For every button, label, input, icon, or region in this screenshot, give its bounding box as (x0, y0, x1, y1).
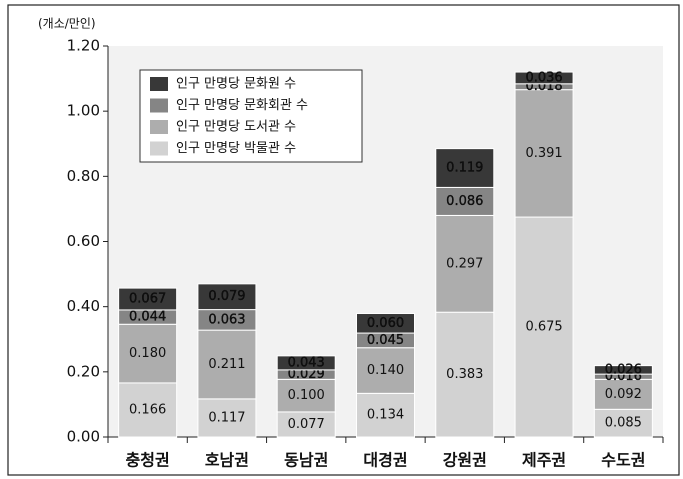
y-tick-label: 0.80 (67, 167, 100, 185)
value-label: 0.117 (208, 410, 245, 425)
value-label: 0.675 (525, 320, 562, 335)
value-label: 0.092 (605, 387, 642, 402)
legend-swatch (150, 141, 168, 156)
value-label: 0.045 (367, 333, 404, 348)
x-tick-label: 동남권 (284, 451, 328, 470)
bar-segment (435, 148, 495, 188)
value-label: 0.166 (129, 402, 166, 417)
legend-label: 인구 만명당 도서관 수 (176, 120, 296, 135)
y-tick-label: 0.20 (67, 362, 100, 380)
x-tick-label: 호남권 (205, 451, 249, 470)
bar-segment (435, 186, 495, 216)
y-tick-label: 0.40 (67, 297, 100, 315)
x-tick-label: 강원권 (443, 451, 487, 470)
value-label: 0.043 (288, 355, 325, 370)
y-axis-label: (개소/만인) (38, 17, 96, 31)
value-label: 0.391 (525, 146, 562, 161)
bar-segment (118, 382, 178, 438)
value-label: 0.036 (525, 70, 562, 85)
x-tick-label: 수도권 (601, 451, 645, 470)
legend-box (139, 69, 363, 163)
bar-segment (356, 313, 415, 334)
legend-label: 인구 만명당 박물관 수 (176, 141, 296, 156)
bar-segment (276, 355, 336, 371)
y-tick-label: 0.00 (67, 428, 100, 446)
x-tick-label: 충청권 (126, 451, 170, 470)
value-label: 0.029 (288, 367, 325, 382)
value-label: 0.044 (129, 310, 166, 325)
value-label: 0.383 (446, 367, 483, 382)
bar-segment (118, 323, 178, 384)
value-label: 0.140 (367, 363, 404, 378)
bar-segment (435, 214, 495, 313)
bar-segment (514, 89, 574, 218)
bar-segment (593, 365, 653, 375)
y-tick-label: 1.20 (67, 37, 100, 55)
value-label: 0.086 (446, 194, 483, 209)
value-label: 0.026 (605, 362, 642, 377)
bar-segment (197, 283, 257, 311)
bar-segment (593, 408, 653, 438)
bar-segment (435, 311, 495, 438)
legend-swatch (150, 98, 168, 113)
value-label: 0.297 (446, 256, 483, 271)
y-tick-label: 0.60 (67, 232, 100, 250)
value-label: 0.119 (446, 161, 483, 176)
legend-label: 인구 만명당 문화원 수 (176, 77, 296, 92)
y-tick-label: 1.00 (67, 102, 100, 120)
x-tick-label: 제주권 (522, 451, 566, 470)
value-label: 0.063 (208, 312, 245, 327)
frame (7, 4, 680, 476)
bar-segment (197, 329, 257, 400)
bar-segment (118, 287, 178, 311)
value-label: 0.060 (367, 316, 404, 331)
value-label: 0.079 (208, 289, 245, 304)
bar-segment (276, 411, 336, 438)
value-label: 0.100 (288, 388, 325, 403)
value-label: 0.180 (129, 346, 166, 361)
bar-segment (514, 216, 574, 438)
legend-label: 인구 만명당 문화회관 수 (176, 98, 308, 113)
value-label: 0.211 (208, 357, 245, 372)
x-tick-label: 대경권 (363, 451, 407, 470)
legend-swatch (150, 120, 168, 134)
value-label: 0.085 (605, 416, 642, 431)
value-label: 0.077 (288, 417, 325, 432)
value-label: 0.067 (129, 292, 166, 307)
legend-swatch (150, 77, 168, 91)
bar-segment (197, 398, 257, 438)
bar-segment (514, 71, 574, 85)
value-label: 0.134 (367, 408, 404, 423)
bar-segment (593, 378, 653, 410)
